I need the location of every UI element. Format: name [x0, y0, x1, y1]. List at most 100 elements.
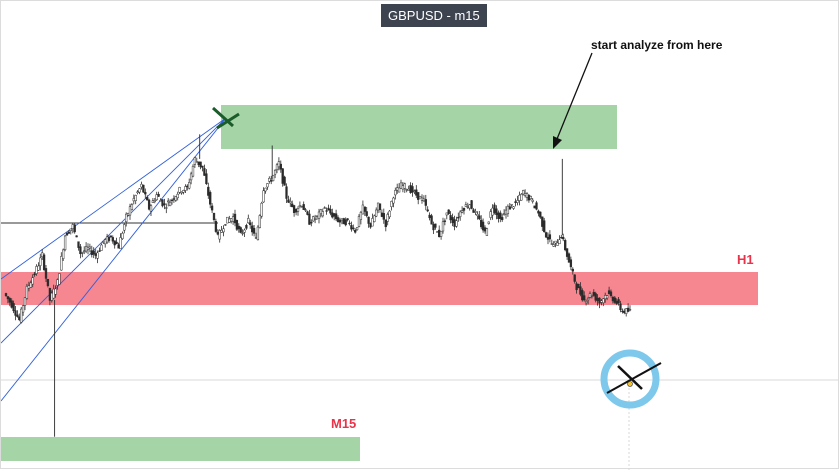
candle-body: [334, 213, 338, 220]
candle-body: [210, 205, 214, 211]
candle-body: [23, 297, 27, 306]
candle-body: [415, 189, 418, 196]
candle-body: [220, 229, 223, 233]
candle-body: [94, 253, 97, 256]
candle-body: [285, 186, 288, 199]
candle-body: [588, 293, 592, 298]
candle-body: [199, 161, 202, 168]
candle-body: [264, 187, 267, 192]
candle-body: [455, 220, 458, 227]
candle-body: [35, 266, 38, 274]
candle-body: [195, 161, 198, 163]
trendline: [1, 117, 227, 402]
candle-body: [628, 309, 632, 311]
candle-body: [256, 226, 260, 241]
candle-body: [613, 297, 616, 303]
candle-body: [304, 209, 307, 211]
candle-body: [233, 213, 237, 224]
candle-body: [571, 268, 574, 272]
candle-body: [378, 203, 382, 210]
candle-body: [18, 316, 21, 321]
candle-body: [543, 220, 546, 233]
candle-body: [491, 207, 494, 216]
candle-body: [42, 254, 46, 270]
candle-body: [90, 250, 93, 255]
candle-body: [144, 191, 147, 195]
candle-body: [329, 208, 332, 214]
candle-body: [27, 285, 31, 289]
candle-body: [625, 308, 628, 314]
candle-body: [102, 241, 105, 243]
candle-body: [441, 221, 445, 232]
candle-body: [470, 200, 473, 209]
candle-body: [268, 178, 271, 182]
candle-body: [29, 282, 32, 288]
candle-body: [130, 204, 134, 210]
candle-body: [438, 229, 441, 238]
candle-body: [161, 199, 164, 207]
candle-body: [300, 205, 303, 208]
candle-body: [178, 187, 181, 193]
candle-body: [375, 209, 378, 217]
candle-body: [520, 194, 523, 201]
candle-body: [228, 218, 231, 223]
candle-body: [287, 199, 290, 203]
candle-body: [231, 216, 235, 222]
candle-body: [590, 295, 594, 297]
candle-body: [512, 206, 515, 209]
candle-body: [123, 224, 126, 231]
candle-body: [550, 243, 553, 245]
candle-body: [554, 240, 557, 244]
candle-body: [531, 199, 534, 202]
candle-body: [323, 207, 326, 209]
start-analyze-note: start analyze from here: [591, 38, 723, 52]
candle-body: [205, 173, 208, 185]
candle-body: [209, 192, 212, 205]
candle-body: [401, 185, 405, 190]
candle-body: [8, 298, 11, 303]
candle-body: [333, 213, 336, 217]
candle-body: [237, 225, 240, 230]
candle-body: [615, 300, 618, 304]
h1-zone-label: H1: [737, 252, 754, 267]
candle-body: [193, 157, 197, 165]
candle-body: [33, 273, 36, 276]
candle-body: [504, 209, 508, 215]
candle-body: [71, 224, 74, 229]
candle-body: [539, 211, 542, 218]
candle-body: [480, 219, 483, 228]
candle-body: [16, 314, 19, 317]
candle-body: [168, 201, 172, 207]
candle-body: [54, 288, 57, 295]
m15-zone-rect: [1, 437, 360, 461]
candle-body: [298, 205, 302, 207]
candle-body: [319, 209, 323, 214]
candle-body: [134, 195, 137, 201]
candle-body: [65, 232, 69, 236]
candle-body: [151, 200, 155, 203]
candle-body: [497, 212, 500, 219]
candle-body: [270, 180, 273, 182]
candle-body: [14, 310, 17, 316]
candle-body: [392, 197, 395, 204]
candle-body: [81, 252, 84, 254]
candle-body: [235, 220, 239, 230]
candle-body: [279, 163, 282, 170]
candle-body: [604, 295, 607, 300]
candle-body: [136, 191, 139, 194]
candle-body: [20, 308, 23, 323]
candle-body: [443, 220, 447, 222]
candle-body: [583, 295, 586, 301]
candle-body: [481, 221, 485, 231]
candle-body: [37, 265, 40, 271]
candle-body: [226, 216, 229, 224]
candle-body: [182, 190, 185, 193]
candle-body: [459, 211, 462, 217]
candle-body: [495, 208, 498, 215]
candle-body: [501, 217, 504, 221]
candle-body: [510, 204, 513, 206]
candle-body: [468, 204, 471, 209]
candle-body: [331, 212, 334, 218]
candles-group: [4, 134, 632, 437]
candle-body: [499, 212, 502, 219]
